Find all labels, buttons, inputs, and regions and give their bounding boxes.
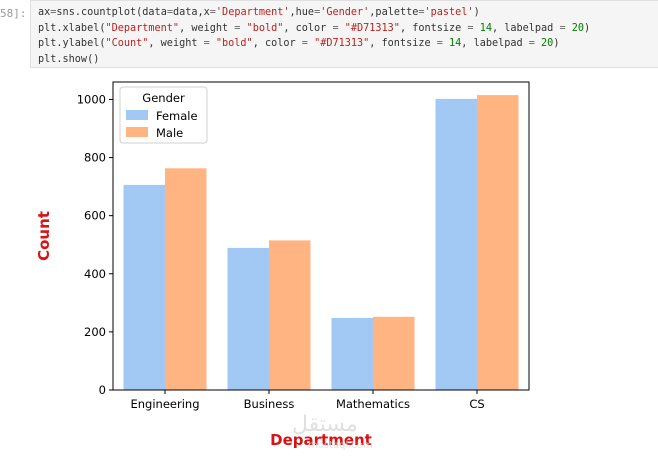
- code-token: ): [553, 38, 560, 49]
- code-line: ax=sns.countplot(data=data,x='Department…: [38, 5, 658, 21]
- y-tick-label: 1000: [77, 92, 106, 106]
- count-plot: Engineering Business Mathematics CS 0 200 400 6…: [35, 81, 530, 449]
- code-token: , fontsize: [369, 38, 437, 49]
- legend-label-male: Male: [156, 126, 183, 140]
- code-token: ,hue: [289, 7, 315, 18]
- code-token: "Count": [105, 38, 149, 49]
- code-token: plt.show(): [38, 53, 100, 65]
- y-axis-label: Count: [35, 211, 53, 261]
- bar-female-mathematics: [331, 317, 373, 390]
- code-token: =: [301, 38, 308, 49]
- legend-swatch-female: [126, 110, 148, 120]
- code-token: , fontsize: [399, 22, 468, 34]
- code-token: 'pastel': [424, 7, 474, 18]
- code-token: ,palette: [369, 7, 419, 18]
- bar-male-business: [269, 240, 311, 390]
- code-token: "Department": [105, 22, 180, 34]
- code-token: =: [50, 7, 57, 18]
- code-token: 14: [449, 38, 462, 49]
- code-token: =: [314, 7, 321, 18]
- code-token: , weight: [148, 38, 204, 49]
- x-tick-label: Mathematics: [336, 397, 410, 411]
- watermark-url: mostaql.com: [308, 440, 373, 451]
- y-tick-label: 800: [84, 151, 106, 165]
- y-tick-label: 200: [84, 325, 106, 339]
- code-token: plt.ylabel(: [38, 38, 106, 49]
- code-token: =: [528, 38, 535, 49]
- bar-female-engineering: [123, 184, 165, 390]
- code-token: 'Gender': [320, 7, 370, 18]
- code-token: =: [436, 38, 443, 49]
- code-token: =: [467, 22, 474, 34]
- code-token: 'Department': [215, 7, 290, 18]
- code-token: , color: [283, 22, 333, 34]
- code-token: sns.countplot(data: [56, 7, 167, 18]
- bar-male-engineering: [165, 168, 207, 390]
- bar-female-cs: [435, 98, 477, 391]
- x-tick-label: CS: [469, 397, 484, 411]
- code-token: ): [473, 7, 480, 18]
- code-token: "bold": [246, 22, 284, 34]
- code-token: 20: [541, 38, 554, 49]
- bar-male-cs: [477, 95, 519, 390]
- legend-swatch-male: [126, 127, 148, 137]
- legend-title: Gender: [142, 91, 185, 105]
- code-token: =: [234, 22, 241, 34]
- code-token: =: [203, 38, 210, 49]
- code-token: , color: [252, 38, 302, 49]
- cell-prompt: 58]:: [0, 7, 27, 20]
- code-token: =: [209, 7, 216, 18]
- code-line: plt.show(): [38, 52, 658, 68]
- x-tick-label: Engineering: [131, 397, 200, 411]
- code-token: "#D71313": [314, 38, 370, 49]
- plot-frame: [112, 81, 530, 391]
- code-token: ax: [38, 7, 51, 18]
- y-tick-label: 600: [84, 209, 106, 223]
- code-token: , labelpad: [461, 38, 529, 49]
- x-tick-label: Business: [244, 397, 295, 411]
- code-token: =: [166, 7, 173, 18]
- code-token: 20: [571, 22, 584, 34]
- code-token: , weight: [179, 22, 235, 34]
- code-token: data,x: [172, 7, 210, 18]
- code-cell[interactable]: ax=sns.countplot(data=data,x='Department…: [30, 0, 658, 68]
- bar-female-business: [227, 247, 269, 390]
- code-token: "bold": [215, 38, 253, 49]
- code-token: plt.xlabel(: [38, 22, 106, 34]
- code-token: 14: [479, 22, 492, 34]
- code-line: plt.ylabel("Count", weight = "bold", col…: [38, 36, 658, 52]
- legend-label-female: Female: [156, 109, 198, 123]
- x-axis-label: Department: [270, 431, 372, 449]
- code-token: , labelpad: [491, 22, 560, 34]
- y-tick-label: 400: [84, 267, 106, 281]
- code-line: plt.xlabel("Department", weight = "bold"…: [38, 21, 658, 37]
- bar-male-mathematics: [373, 316, 415, 390]
- code-token: "#D71313": [344, 22, 400, 34]
- code-token: =: [418, 7, 425, 18]
- code-token: =: [559, 22, 566, 34]
- code-token: =: [332, 22, 339, 34]
- code-token: ): [584, 22, 591, 34]
- watermark-logo: مستقل: [292, 412, 358, 437]
- y-tick-label: 0: [99, 383, 106, 397]
